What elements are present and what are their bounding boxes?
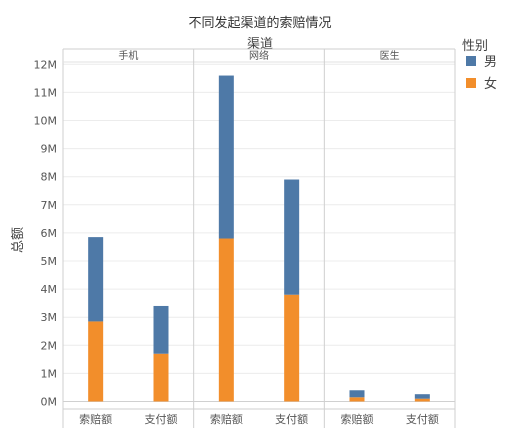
y-tick-label: 7M <box>41 199 58 212</box>
y-tick-label: 2M <box>41 339 58 352</box>
x-tick-label: 索赔额 <box>341 412 374 426</box>
legend-label: 女 <box>484 76 497 92</box>
bar-segment <box>218 75 234 239</box>
bar-segment <box>349 390 365 398</box>
bar-segment <box>153 353 169 402</box>
panel-frame <box>62 48 456 428</box>
y-tick-label: 6M <box>41 227 58 240</box>
y-tick-label: 9M <box>41 143 58 156</box>
x-tick-label: 索赔额 <box>79 412 112 426</box>
panel-headers: 手机 网络 医生 <box>118 49 399 62</box>
y-axis-ticks: 0M 1M 2M 3M 4M 5M 6M 7M 8M 9M 10M 11M 12M <box>34 58 58 408</box>
column-header: 渠道 <box>247 37 273 52</box>
y-tick-label: 3M <box>41 311 58 324</box>
chart-title: 不同发起渠道的索赔情况 <box>188 15 331 31</box>
y-tick-label: 10M <box>34 115 58 128</box>
y-tick-label: 11M <box>34 86 58 99</box>
gridlines <box>63 63 455 402</box>
bar-segment <box>218 238 234 402</box>
panel-header: 手机 <box>118 49 138 62</box>
y-tick-label: 8M <box>41 171 58 184</box>
bars <box>88 75 430 402</box>
panel-header: 医生 <box>380 49 400 62</box>
y-tick-label: 5M <box>41 255 58 268</box>
bar-segment <box>284 294 300 402</box>
legend-swatch <box>466 78 476 88</box>
y-tick-label: 1M <box>41 367 58 380</box>
bar-segment <box>349 397 365 402</box>
legend: 男女 <box>466 55 497 92</box>
bar-segment <box>153 305 169 354</box>
bar-segment <box>414 394 430 399</box>
bar-segment <box>414 398 430 402</box>
x-tick-label: 支付额 <box>145 413 178 426</box>
legend-label: 男 <box>484 55 497 70</box>
y-tick-label: 12M <box>34 58 58 71</box>
panel-header: 网络 <box>249 49 269 62</box>
y-axis-label: 总额 <box>11 227 26 253</box>
bar-segment <box>88 321 104 402</box>
x-tick-label: 支付额 <box>406 413 439 426</box>
legend-title: 性别 <box>462 39 488 54</box>
x-tick-label: 支付额 <box>275 413 308 426</box>
y-tick-label: 0M <box>41 396 58 409</box>
bar-segment <box>88 237 104 322</box>
bar-segment <box>284 179 300 295</box>
legend-swatch <box>466 56 476 66</box>
x-tick-label: 索赔额 <box>210 412 243 426</box>
y-tick-label: 4M <box>41 283 58 296</box>
x-axis-ticks: 索赔额 支付额 索赔额 支付额 索赔额 支付额 <box>79 412 439 426</box>
